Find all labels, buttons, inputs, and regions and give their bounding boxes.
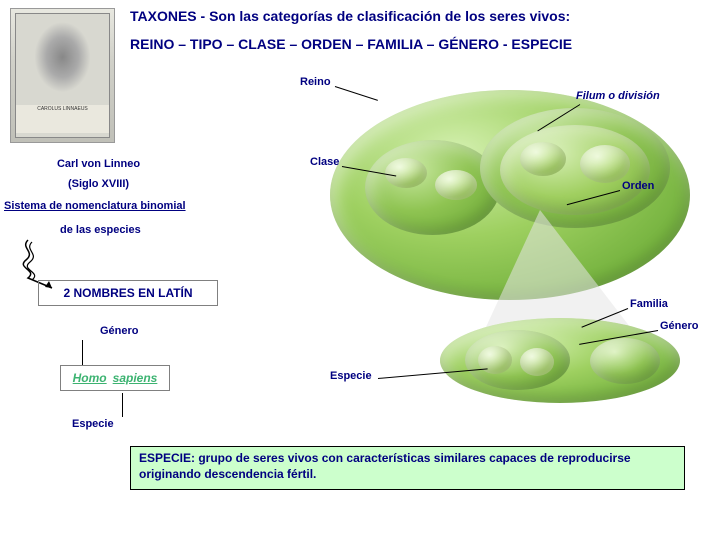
title-rest: - Son las categorías de clasificación de…: [197, 8, 571, 24]
latin-names-text: 2 NOMBRES EN LATÍN: [63, 286, 192, 300]
title-line-1: TAXONES - Son las categorías de clasific…: [130, 8, 570, 24]
label-clase: Clase: [310, 156, 339, 168]
title-lead: TAXONES: [130, 8, 197, 24]
of-species-label: de las especies: [60, 224, 141, 236]
linnaeus-portrait: CAROLUS LINNAEUS: [10, 8, 115, 143]
especie-definition-text: ESPECIE: grupo de seres vivos con caract…: [139, 451, 631, 481]
linnaeus-name: Carl von Linneo: [16, 158, 181, 170]
title-taxon-chain: REINO – TIPO – CLASE – ORDEN – FAMILIA –…: [130, 36, 572, 52]
ellipse-small-4: [435, 170, 477, 200]
label-filum: Filum o división: [576, 90, 660, 102]
leader-genero-homo: [82, 340, 83, 365]
ellipse-small-3: [385, 158, 427, 188]
binomial-system-label: Sistema de nomenclatura binomial: [4, 200, 186, 212]
linnaeus-century: (Siglo XVIII): [16, 178, 181, 190]
binomial-example-box: Homo sapiens: [60, 365, 170, 391]
genero-pointer-label: Género: [100, 325, 139, 337]
especie-definition-box: ESPECIE: grupo de seres vivos con caract…: [130, 446, 685, 490]
ellipse-genero-2: [590, 338, 660, 384]
portrait-engraving-caption: CAROLUS LINNAEUS: [16, 105, 109, 133]
ellipse-especie-2: [520, 348, 554, 376]
especie-pointer-label: Especie: [72, 418, 114, 430]
portrait-image: CAROLUS LINNAEUS: [15, 13, 110, 138]
species-epithet: sapiens: [113, 371, 158, 385]
latin-names-box: 2 NOMBRES EN LATÍN: [38, 280, 218, 306]
ellipse-small-1: [520, 142, 566, 176]
ellipse-small-2: [580, 145, 630, 183]
genus-name: Homo: [73, 371, 107, 385]
label-reino: Reino: [300, 76, 331, 88]
taxon-nested-diagram: [330, 90, 690, 390]
label-orden: Orden: [622, 180, 654, 192]
label-especie: Especie: [330, 370, 372, 382]
label-genero: Género: [660, 320, 699, 332]
leader-especie-sapiens: [122, 393, 123, 417]
label-familia: Familia: [630, 298, 668, 310]
